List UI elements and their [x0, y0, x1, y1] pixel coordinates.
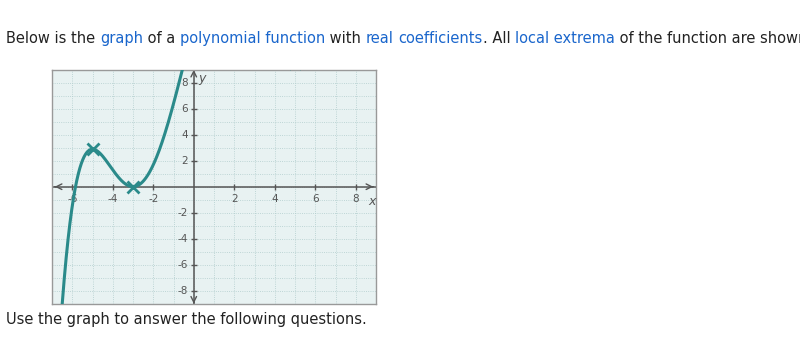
Text: -6: -6	[178, 260, 188, 270]
Text: -6: -6	[67, 194, 78, 204]
Text: Use the graph to answer the following questions.: Use the graph to answer the following qu…	[6, 312, 367, 327]
Text: -2: -2	[148, 194, 158, 204]
Text: of a: of a	[143, 31, 180, 46]
Text: 2: 2	[182, 156, 188, 166]
Text: -8: -8	[178, 285, 188, 296]
Text: 8: 8	[182, 78, 188, 88]
Text: -4: -4	[107, 194, 118, 204]
Text: 6: 6	[312, 194, 318, 204]
Text: graph: graph	[100, 31, 143, 46]
Text: 8: 8	[353, 194, 359, 204]
Text: 4: 4	[271, 194, 278, 204]
Text: Below is the: Below is the	[6, 31, 100, 46]
Text: 2: 2	[231, 194, 238, 204]
Text: with: with	[326, 31, 366, 46]
Text: y: y	[199, 72, 206, 85]
Text: of the function are shown in the graph.: of the function are shown in the graph.	[614, 31, 800, 46]
Text: 4: 4	[182, 130, 188, 140]
Text: polynomial function: polynomial function	[180, 31, 326, 46]
Text: -2: -2	[178, 208, 188, 218]
Text: 6: 6	[182, 104, 188, 114]
Text: -4: -4	[178, 234, 188, 244]
Text: x: x	[368, 194, 376, 208]
Text: coefficients: coefficients	[398, 31, 482, 46]
Text: . All: . All	[482, 31, 514, 46]
Text: real: real	[366, 31, 394, 46]
Text: local extrema: local extrema	[514, 31, 614, 46]
